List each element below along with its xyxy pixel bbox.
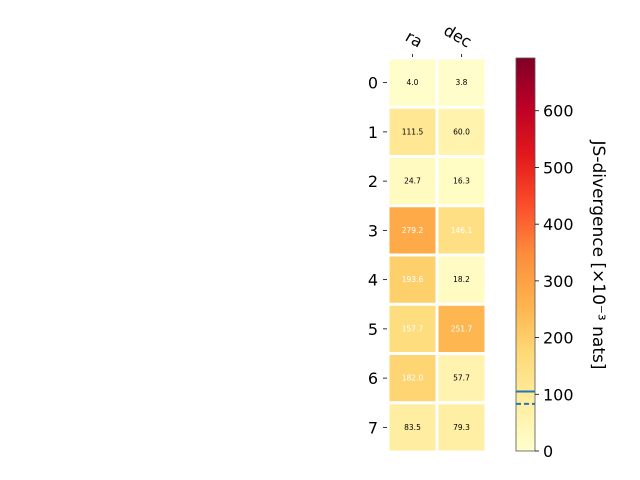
- heatmap-cell: [389, 158, 436, 205]
- colorbar-tick-label: 200: [543, 329, 574, 348]
- colorbar-label: JS-divergence [×10⁻³ nats]: [588, 140, 608, 370]
- colorbar-tick-label: 600: [543, 102, 574, 121]
- colorbar-tick-label: 300: [543, 272, 574, 291]
- cell-value-label: 251.7: [451, 324, 473, 333]
- heatmap-cell: [438, 355, 485, 402]
- row-axis: 0 1 2 3 4 5 6 7: [368, 74, 387, 437]
- colorbar-tick-label: 0: [543, 442, 553, 461]
- cell-value-label: 18.2: [453, 275, 470, 284]
- column-axis: ra dec: [402, 21, 475, 57]
- cell-value-label: 57.7: [453, 374, 470, 383]
- heatmap-cell: [438, 404, 485, 451]
- heatmap-cell: [389, 355, 436, 402]
- cell-value-label: 279.2: [402, 226, 424, 235]
- cell-value-label: 16.3: [453, 177, 470, 186]
- cell-value-label: 79.3: [453, 423, 470, 432]
- cell-value-label: 60.0: [453, 127, 470, 136]
- colorbar-gradient: [515, 57, 536, 452]
- column-tick-label: ra: [402, 27, 426, 52]
- cell-value-label: 3.8: [456, 78, 468, 87]
- row-tick-label: 3: [368, 221, 378, 240]
- row-tick-label: 6: [368, 369, 378, 388]
- heatmap-cell: [389, 256, 436, 303]
- row-tick-label: 1: [368, 123, 378, 142]
- heatmap-cell: [389, 207, 436, 254]
- heatmap-cell: [389, 305, 436, 352]
- cell-value-label: 146.1: [451, 226, 473, 235]
- row-tick-label: 2: [368, 172, 378, 191]
- colorbar-tick-label: 500: [543, 158, 574, 177]
- heatmap-cell: [438, 158, 485, 205]
- row-tick-label: 0: [368, 74, 378, 93]
- colorbar-tick-label: 400: [543, 215, 574, 234]
- cell-value-label: 157.7: [402, 324, 424, 333]
- heatmap-cell: [389, 404, 436, 451]
- heatmap-cell: [389, 59, 436, 106]
- heatmap-cell: [438, 108, 485, 155]
- colorbar-tick-label: 100: [543, 385, 574, 404]
- heatmap-cell: [438, 256, 485, 303]
- row-tick-label: 5: [368, 320, 378, 339]
- heatmap-cell: [389, 108, 436, 155]
- colorbar: 0 100 200 300 400 500 600 JS-divergence [×10⁻³…: [515, 57, 608, 461]
- row-tick-label: 7: [368, 418, 378, 437]
- cell-value-label: 111.5: [402, 127, 424, 136]
- row-tick-label: 4: [368, 271, 378, 290]
- cell-value-label: 182.0: [402, 374, 424, 383]
- heatmap-cell: [438, 59, 485, 106]
- cell-value-label: 193.6: [402, 275, 424, 284]
- column-tick-label: dec: [441, 21, 475, 52]
- cell-value-label: 4.0: [407, 78, 419, 87]
- heatmap-cell: [438, 305, 485, 352]
- cell-value-label: 83.5: [404, 423, 421, 432]
- heatmap-cells: 4.0 3.8 111.5 60.0 24.7 16.3 279.2 146.1 193.6 18…: [389, 59, 485, 451]
- colorbar-reference-lines: [516, 390, 535, 405]
- heatmap-cell: [438, 207, 485, 254]
- colorbar-ticks: 0 100 200 300 400 500 600: [535, 102, 574, 461]
- cell-value-label: 24.7: [404, 177, 421, 186]
